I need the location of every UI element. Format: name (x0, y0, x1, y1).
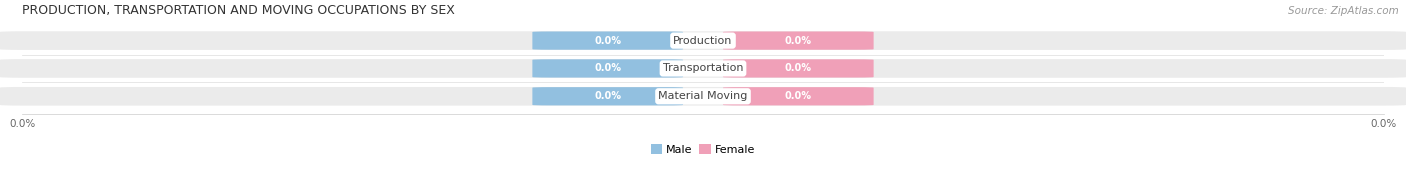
FancyBboxPatch shape (723, 87, 873, 105)
Text: 0.0%: 0.0% (785, 36, 811, 46)
Legend: Male, Female: Male, Female (647, 140, 759, 159)
FancyBboxPatch shape (723, 59, 873, 78)
FancyBboxPatch shape (533, 32, 683, 50)
FancyBboxPatch shape (533, 87, 683, 105)
Text: Material Moving: Material Moving (658, 91, 748, 101)
Text: 0.0%: 0.0% (785, 64, 811, 74)
FancyBboxPatch shape (0, 31, 1406, 50)
FancyBboxPatch shape (723, 32, 873, 50)
FancyBboxPatch shape (533, 59, 683, 78)
Text: 0.0%: 0.0% (595, 36, 621, 46)
Text: 0.0%: 0.0% (595, 64, 621, 74)
FancyBboxPatch shape (0, 59, 1406, 78)
Text: Source: ZipAtlas.com: Source: ZipAtlas.com (1288, 6, 1399, 16)
Text: 0.0%: 0.0% (595, 91, 621, 101)
Text: Transportation: Transportation (662, 64, 744, 74)
Text: Production: Production (673, 36, 733, 46)
FancyBboxPatch shape (0, 87, 1406, 106)
Text: 0.0%: 0.0% (785, 91, 811, 101)
Text: PRODUCTION, TRANSPORTATION AND MOVING OCCUPATIONS BY SEX: PRODUCTION, TRANSPORTATION AND MOVING OC… (22, 4, 456, 17)
